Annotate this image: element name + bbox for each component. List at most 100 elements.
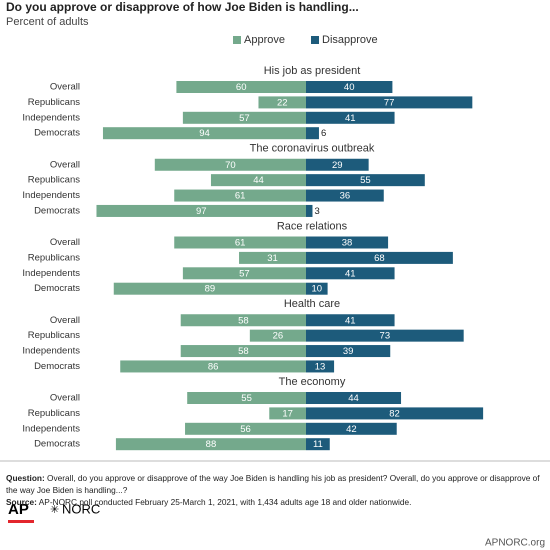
bar (306, 81, 393, 93)
bar (306, 329, 464, 342)
bar (306, 438, 330, 451)
legend-label: Approve (244, 34, 285, 46)
value-label: 44 (348, 393, 359, 404)
panel-title: Health care (284, 298, 340, 310)
category-label: Republicans (28, 97, 81, 108)
value-label: 89 (205, 284, 216, 295)
bar (306, 236, 389, 249)
value-label: 58 (238, 346, 249, 357)
category-label: Independents (22, 423, 80, 434)
legend-swatch (233, 36, 241, 44)
panel-title: Race relations (277, 220, 348, 232)
bar (120, 360, 307, 373)
value-label: 41 (345, 268, 356, 279)
value-label: 70 (225, 160, 236, 171)
bar (306, 282, 328, 295)
value-label: 73 (380, 331, 391, 342)
bar (182, 267, 306, 280)
category-label: Democrats (34, 361, 80, 372)
bar (210, 174, 306, 187)
bar (306, 174, 425, 187)
value-label: 40 (344, 82, 355, 93)
chart-title: Do you approve or disapprove of how Joe … (6, 0, 359, 14)
bar (306, 96, 473, 109)
value-label: 60 (236, 82, 247, 93)
value-label: 26 (273, 331, 284, 342)
bar (258, 96, 306, 109)
bar (269, 407, 306, 420)
category-label: Independents (22, 190, 80, 201)
category-label: Overall (50, 393, 80, 404)
value-label: 41 (345, 315, 356, 326)
value-label: 61 (235, 238, 246, 249)
value-label: 36 (340, 191, 351, 202)
value-label: 41 (345, 113, 356, 124)
panel-title: The coronavirus outbreak (250, 143, 375, 155)
bar (113, 282, 306, 295)
bar (180, 345, 306, 358)
value-label: 31 (267, 253, 278, 264)
value-label: 38 (342, 238, 353, 249)
value-label: 86 (208, 361, 219, 372)
value-label: 88 (206, 439, 217, 450)
value-label: 57 (239, 113, 250, 124)
footnote-source: Source: AP-NORC poll conducted February … (6, 496, 542, 508)
norc-logo: NORC (62, 501, 100, 516)
bar (306, 392, 402, 404)
value-label: 6 (321, 128, 326, 139)
category-label: Democrats (34, 205, 80, 216)
bar (306, 314, 395, 327)
bar (174, 189, 306, 202)
bar (115, 438, 306, 451)
bar (180, 314, 306, 327)
category-label: Democrats (34, 439, 80, 450)
bar (306, 111, 395, 124)
norc-star: ✳ (50, 504, 59, 516)
value-label: 11 (313, 439, 323, 450)
value-label: 97 (196, 206, 207, 217)
value-label: 68 (374, 253, 385, 264)
bar (239, 251, 306, 264)
category-label: Independents (22, 112, 80, 123)
bar (182, 111, 306, 124)
category-label: Overall (50, 82, 80, 93)
bar (306, 407, 484, 420)
question-text: Overall, do you approve or disapprove of… (6, 473, 540, 495)
category-label: Overall (50, 159, 80, 170)
category-label: Independents (22, 268, 80, 279)
url: APNORC.org (485, 538, 545, 549)
bar (306, 360, 335, 373)
bar (249, 329, 306, 342)
category-label: Republicans (28, 330, 81, 341)
category-label: Overall (50, 315, 80, 326)
panel-title: His job as president (264, 65, 361, 77)
footnote-question: Question: Overall, do you approve or dis… (6, 472, 542, 496)
category-label: Republicans (28, 252, 81, 263)
category-label: Independents (22, 346, 80, 357)
category-label: Democrats (34, 283, 80, 294)
ap-logo: AP (8, 501, 29, 518)
question-label: Question: (6, 473, 45, 483)
category-label: Republicans (28, 175, 81, 186)
value-label: 55 (241, 393, 252, 404)
bar (306, 422, 397, 435)
bar (306, 204, 313, 217)
value-label: 57 (239, 268, 250, 279)
value-label: 58 (238, 315, 249, 326)
category-label: Democrats (34, 128, 80, 139)
source-label: Source: (6, 497, 37, 507)
legend-label: Disapprove (322, 34, 378, 46)
value-label: 13 (315, 361, 326, 372)
bar (306, 267, 395, 280)
bar (96, 204, 306, 217)
bar (185, 422, 306, 435)
bar (154, 158, 306, 171)
source-text: AP-NORC poll conducted February 25-March… (38, 497, 412, 507)
value-label: 10 (312, 284, 323, 295)
category-label: Republicans (28, 408, 81, 419)
bar (176, 81, 306, 93)
bar (306, 189, 384, 202)
bar (306, 158, 369, 171)
